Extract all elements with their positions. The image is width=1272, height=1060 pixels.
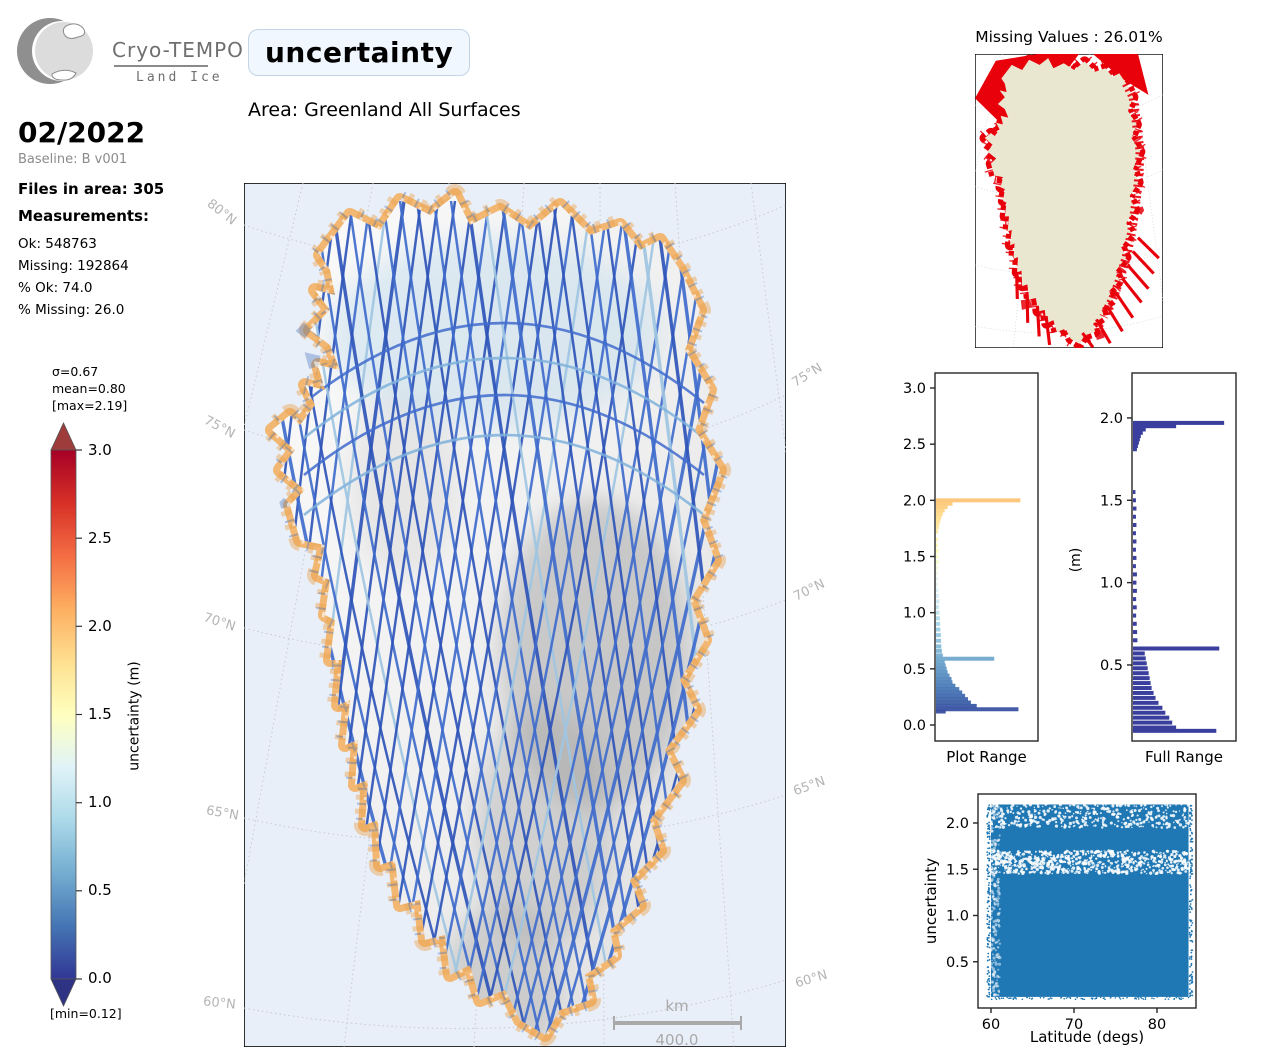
svg-text:Plot Range: Plot Range xyxy=(946,748,1027,766)
logo-rule xyxy=(114,65,208,67)
logo-subtitle: Land Ice xyxy=(136,70,223,85)
svg-text:1.5: 1.5 xyxy=(946,862,969,878)
lat-label-right-60: 60°N xyxy=(793,967,830,992)
stat-ok: Ok: 548763 xyxy=(18,236,97,252)
cryo-tempo-logo: Cryo-TEMPO Land Ice xyxy=(14,10,244,96)
stat-pct-missing: % Missing: 26.0 xyxy=(18,302,125,318)
globe-icon xyxy=(17,18,93,84)
svg-text:2.5: 2.5 xyxy=(903,437,926,453)
svg-text:Full Range: Full Range xyxy=(1145,748,1223,766)
svg-text:1.5: 1.5 xyxy=(1100,493,1123,509)
svg-text:2.0: 2.0 xyxy=(903,493,926,509)
logo-title: Cryo-TEMPO xyxy=(112,38,244,62)
colorbar-mean: mean=0.80 xyxy=(52,380,126,396)
colorbar-tick: 0.0 xyxy=(88,969,112,987)
baseline-label: Baseline: B v001 xyxy=(18,152,128,167)
svg-text:0.5: 0.5 xyxy=(903,662,926,678)
missing-values-map xyxy=(975,54,1163,348)
svg-text:1.0: 1.0 xyxy=(903,606,926,622)
svg-text:70: 70 xyxy=(1065,1017,1083,1033)
svg-text:3.0: 3.0 xyxy=(903,381,926,397)
map-scalebar: km 400.0 xyxy=(613,997,742,1047)
full-range-histogram: 0.5 1.0 1.5 2.0 (m) Full Range xyxy=(1068,372,1237,766)
svg-text:60: 60 xyxy=(982,1017,1000,1033)
files-in-area: Files in area: 305 xyxy=(18,180,165,198)
svg-text:(m): (m) xyxy=(1068,548,1084,573)
colorbar-sigma: σ=0.67 xyxy=(52,364,99,379)
svg-text:Latitude (degs): Latitude (degs) xyxy=(1030,1028,1144,1046)
page-title: uncertainty xyxy=(248,29,471,76)
colorbar-tick: 2.0 xyxy=(88,617,112,635)
colorbar-tick: 1.0 xyxy=(88,793,112,811)
colorbar-tick: 0.5 xyxy=(88,881,112,899)
area-label: Area: Greenland All Surfaces xyxy=(248,99,521,121)
svg-text:1.5: 1.5 xyxy=(903,550,926,566)
lat-label-left-80: 80°N xyxy=(203,196,239,229)
minimap-missing-overlay xyxy=(975,54,1160,348)
svg-text:1.0: 1.0 xyxy=(1100,576,1123,592)
missing-values-title: Missing Values : 26.01% xyxy=(975,28,1163,46)
measurements-label: Measurements: xyxy=(18,207,149,225)
latitude-scatter-plot: 60 70 80 0.5 1.0 1.5 2.0 Latitude (degs) uncerta… xyxy=(922,793,1197,1046)
date-label: 02/2022 xyxy=(18,116,146,149)
svg-text:2.0: 2.0 xyxy=(946,816,969,832)
svg-text:uncertainty: uncertainty xyxy=(922,858,940,944)
uncertainty-map: km 400.0 xyxy=(244,183,786,1047)
colorbar-axis-label: uncertainty (m) xyxy=(126,661,143,771)
colorbar: σ=0.67 mean=0.80 [max=2.19] xyxy=(40,358,230,1038)
scalebar-value: 400.0 xyxy=(656,1031,699,1047)
colorbar-tick: 1.5 xyxy=(88,705,112,723)
scalebar-unit: km xyxy=(665,997,688,1015)
lat-label-right-70: 70°N xyxy=(791,576,828,605)
svg-text:0.0: 0.0 xyxy=(903,718,926,734)
lat-label-right-75: 75°N xyxy=(789,360,826,391)
plot-range-histogram: 0.0 0.5 1.0 1.5 2.0 2.5 3.0 Plot Range xyxy=(903,372,1039,766)
svg-text:80: 80 xyxy=(1148,1017,1166,1033)
svg-text:0.5: 0.5 xyxy=(946,955,969,971)
stat-missing: Missing: 192864 xyxy=(18,258,129,274)
svg-text:0.5: 0.5 xyxy=(1100,658,1123,674)
colorbar-min: [min=0.12] xyxy=(50,1006,122,1021)
colorbar-max: [max=2.19] xyxy=(52,397,128,413)
colorbar-stats: σ=0.67 mean=0.80 [max=2.19] xyxy=(52,364,127,415)
stat-pct-ok: % Ok: 74.0 xyxy=(18,280,93,296)
lat-label-right-65: 65°N xyxy=(791,773,828,800)
colorbar-tick: 2.5 xyxy=(88,529,112,547)
svg-text:2.0: 2.0 xyxy=(1100,411,1123,427)
svg-text:1.0: 1.0 xyxy=(946,909,969,925)
colorbar-tick: 3.0 xyxy=(88,441,112,459)
colorbar-gradient xyxy=(50,422,82,1007)
